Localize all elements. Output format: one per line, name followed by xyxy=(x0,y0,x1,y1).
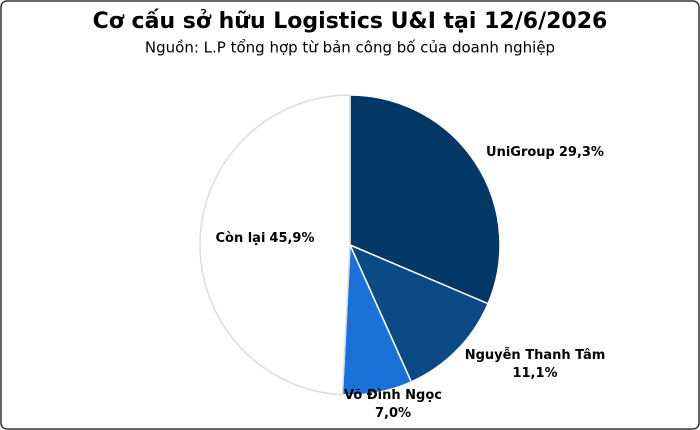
slice-label-value: 11,1% xyxy=(512,366,557,381)
slice-label: Nguyễn Thanh Tâm 11,1% xyxy=(465,348,606,381)
slice-label-value: 29,3% xyxy=(559,145,604,160)
chart-title: Cơ cấu sở hữu Logistics U&I tại 12/6/202… xyxy=(93,9,608,34)
chart-subtitle: Nguồn: L.P tổng hợp từ bản công bố của d… xyxy=(145,39,555,57)
pie-slice xyxy=(199,94,351,396)
slice-label-name: Còn lại xyxy=(215,231,265,246)
pie xyxy=(199,94,501,396)
slice-label: UniGroup 29,3% xyxy=(486,145,604,160)
slice-label-value: 45,9% xyxy=(269,231,314,246)
pie-slice xyxy=(349,94,501,305)
slice-label-value: 7,0% xyxy=(375,406,411,421)
slice-label-name: Võ Đình Ngọc xyxy=(344,388,442,403)
labels: UniGroup 29,3% Nguyễn Thanh Tâm 11,1% Võ Đìn… xyxy=(215,145,605,421)
pie-slice xyxy=(348,243,490,383)
slice-label: Còn lại 45,9% xyxy=(215,231,314,246)
slice-label-name: UniGroup xyxy=(486,145,555,160)
slice-label: Võ Đình Ngọc 7,0% xyxy=(344,388,442,421)
slice-label-name: Nguyễn Thanh Tâm xyxy=(465,348,606,363)
